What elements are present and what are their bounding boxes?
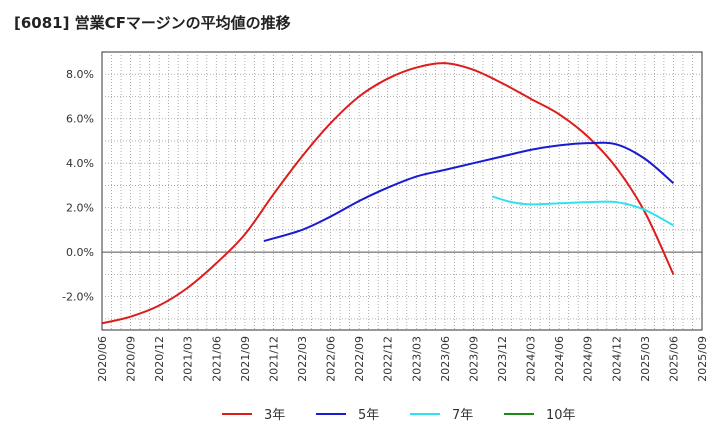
legend-label-1: 3年 (264, 408, 285, 423)
y-tick-label: 4.0% (66, 157, 94, 170)
x-tick-label: 2023/06 (439, 336, 452, 382)
x-tick-label: 2025/03 (639, 336, 652, 382)
x-tick-label: 2020/12 (153, 336, 166, 382)
legend-label-3: 7年 (452, 408, 473, 423)
y-tick-label: 0.0% (66, 246, 94, 259)
x-tick-label: 2024/09 (582, 336, 595, 382)
chart-title: [6081] 営業CFマージンの平均値の推移 (14, 14, 291, 32)
legend-label-2: 5年 (358, 408, 379, 423)
x-tick-label: 2020/06 (96, 336, 109, 382)
x-tick-label: 2021/06 (210, 336, 223, 382)
x-tick-label: 2021/09 (239, 336, 252, 382)
plot-area (101, 51, 703, 331)
x-tick-label: 2024/06 (553, 336, 566, 382)
x-tick-label: 2024/12 (610, 336, 623, 382)
x-tick-label: 2021/12 (267, 336, 280, 382)
x-tick-label: 2022/06 (325, 336, 338, 382)
x-tick-label: 2022/12 (382, 336, 395, 382)
series-line-1 (101, 62, 675, 325)
x-tick-label: 2023/03 (410, 336, 423, 382)
x-tick-label: 2020/09 (125, 336, 138, 382)
series-line-3 (492, 195, 674, 227)
y-tick-label: 2.0% (66, 202, 94, 215)
x-tick-label: 2021/03 (182, 336, 195, 382)
y-tick-label: 6.0% (66, 113, 94, 126)
x-tick-label: 2025/06 (667, 336, 680, 382)
series-line-2 (263, 141, 675, 242)
x-tick-label: 2023/09 (467, 336, 480, 382)
x-tick-label: 2023/12 (496, 336, 509, 382)
y-tick-label: 8.0% (66, 68, 94, 81)
legend-label-4: 10年 (546, 408, 576, 423)
x-tick-label: 2024/03 (525, 336, 538, 382)
x-tick-label: 2025/09 (696, 336, 709, 382)
x-tick-label: 2022/03 (296, 336, 309, 382)
y-tick-label: -2.0% (62, 291, 94, 304)
x-tick-label: 2022/09 (353, 336, 366, 382)
